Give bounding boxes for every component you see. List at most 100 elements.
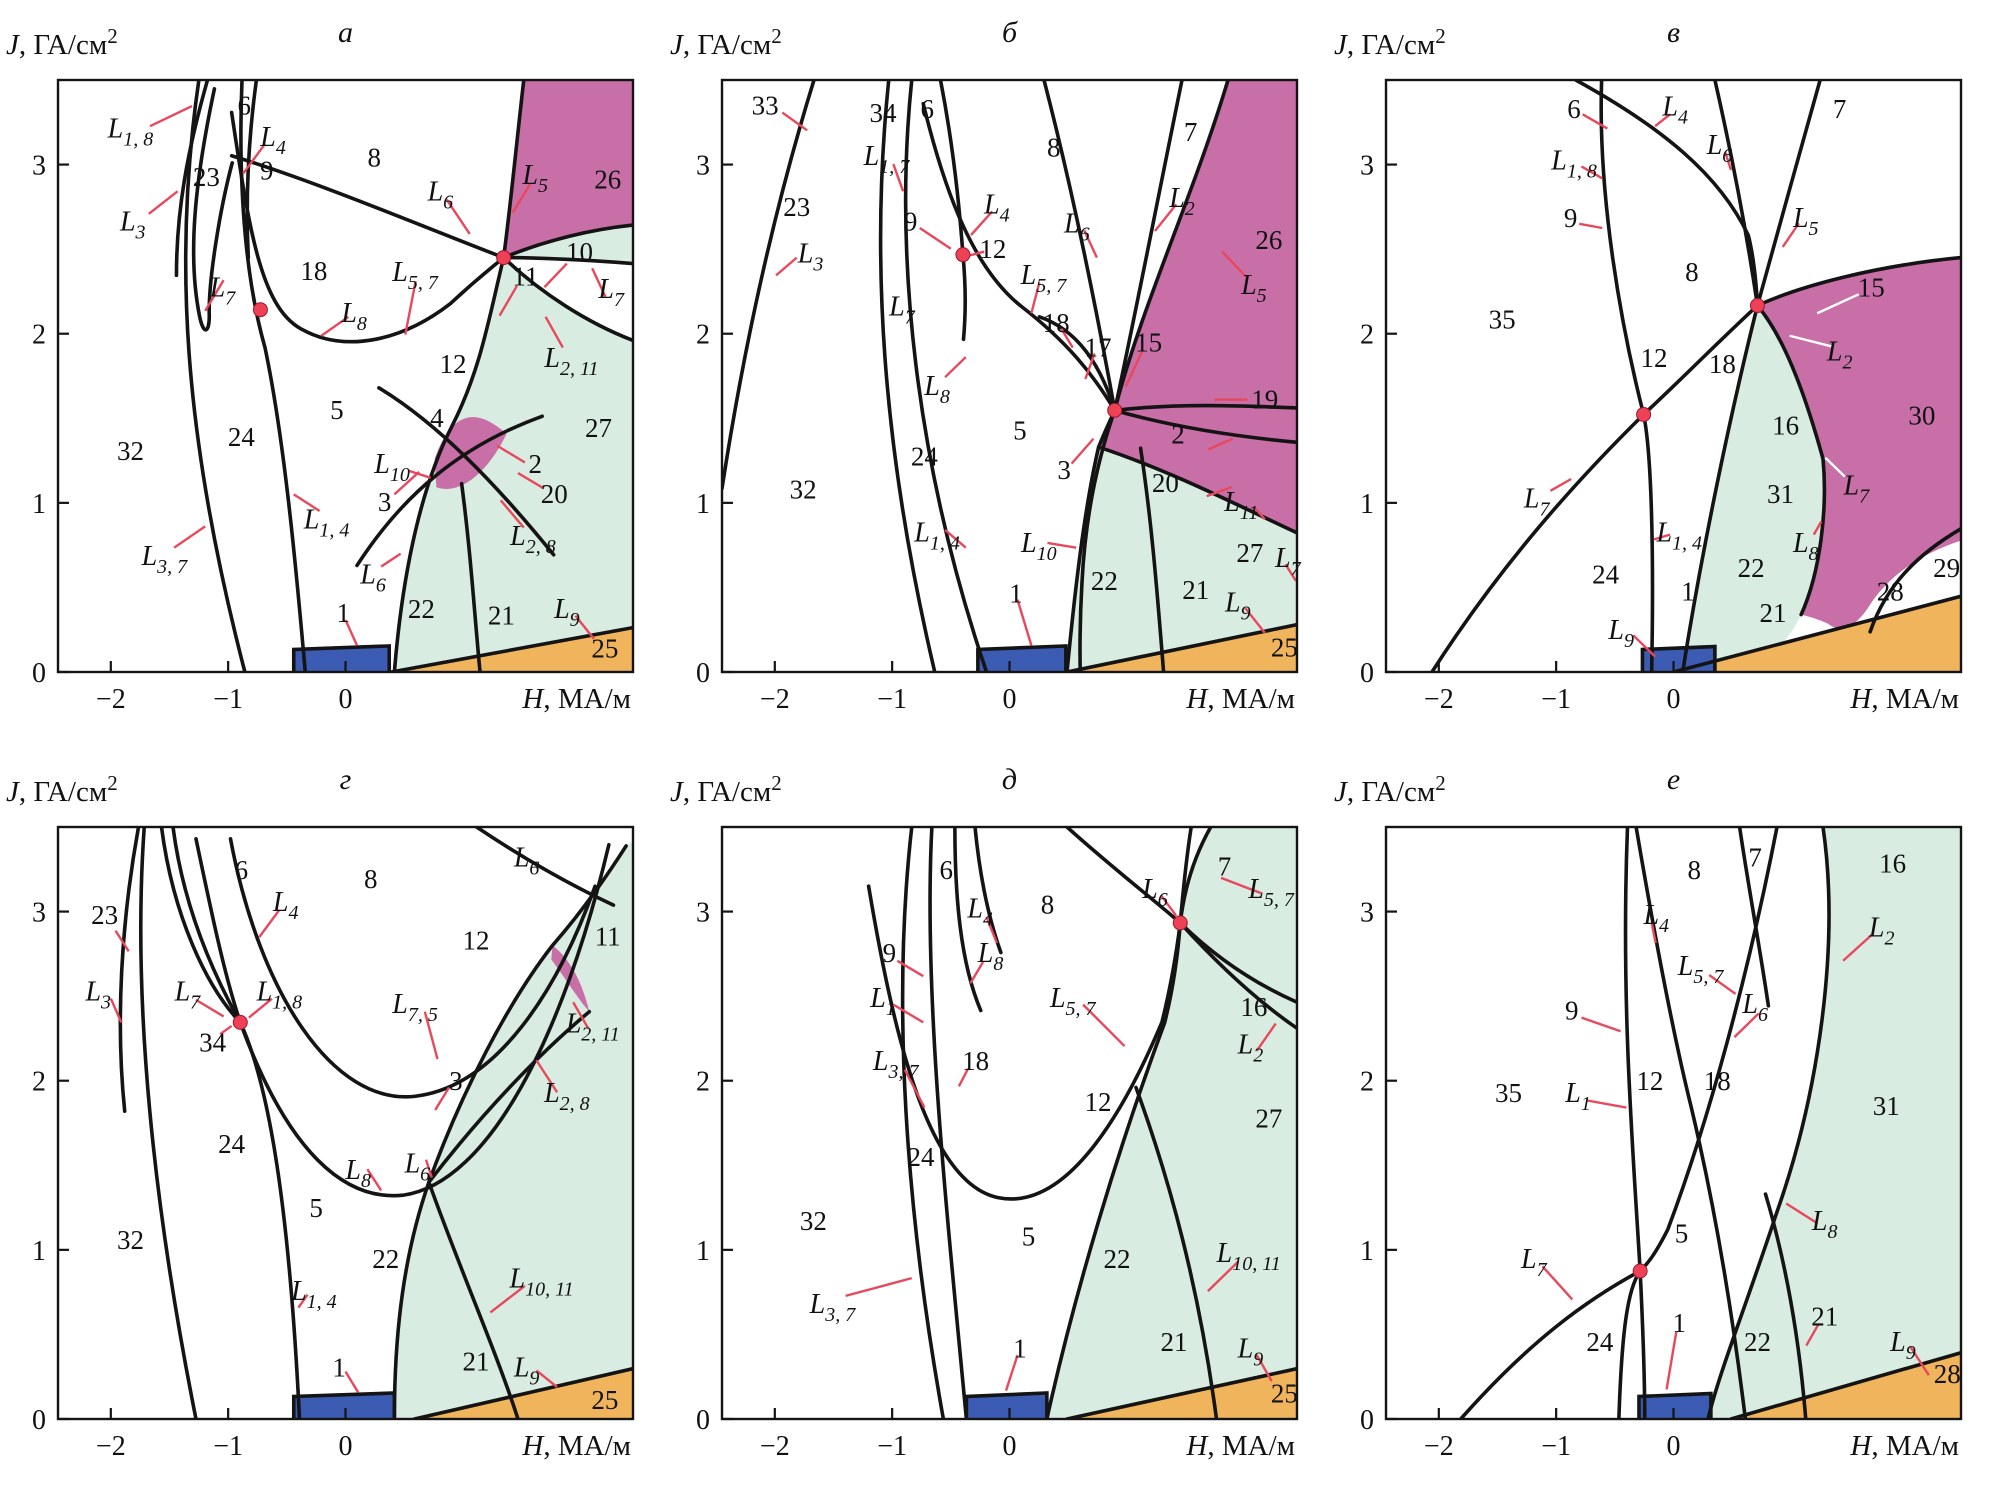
y-tick-label: 2 — [696, 1067, 710, 1098]
phase-boundary-curve — [1039, 317, 1114, 411]
x-tick-label: −1 — [213, 1431, 243, 1462]
region-label: 23 — [91, 900, 118, 930]
x-tick-label: 0 — [1667, 684, 1681, 715]
label-leader-line — [346, 1372, 359, 1393]
label-leader-line — [776, 258, 797, 276]
curve-label: L6​ — [427, 177, 454, 214]
curve-label: L2, 8​ — [543, 1078, 590, 1115]
label-leader-line — [1550, 479, 1571, 491]
curve-label: L9​ — [1224, 588, 1251, 625]
region-label: 3 — [1057, 455, 1071, 485]
phase-boundary-curve — [1067, 625, 1297, 672]
phase-boundary-curve — [162, 827, 241, 1022]
phase-boundary-curve — [504, 225, 633, 258]
y-tick-label: 3 — [696, 151, 710, 182]
region-label: 1 — [332, 1352, 346, 1382]
region-label: 22 — [408, 594, 435, 624]
critical-point — [232, 1014, 248, 1030]
y-tick-label: 3 — [696, 898, 710, 929]
label-leader-line — [1655, 114, 1670, 126]
curve-label: L10, 11​ — [509, 1264, 574, 1301]
phase-boundary-curve — [1766, 1194, 1806, 1419]
curve-label: L9​ — [1889, 1327, 1916, 1364]
region-label: 9 — [904, 206, 918, 236]
label-leader-line — [1208, 1262, 1238, 1292]
region-label: 9 — [260, 155, 274, 185]
region-label: 18 — [962, 1046, 989, 1076]
region-label: 32 — [117, 436, 144, 466]
curve-label: L4​ — [259, 122, 286, 159]
label-leader-line — [425, 1012, 438, 1059]
y-tick-label: 1 — [32, 489, 46, 520]
curve-label: L6​ — [1706, 130, 1733, 167]
region-label: 24 — [1592, 560, 1620, 590]
label-leader-line — [544, 264, 566, 288]
region-label: 21 — [1182, 575, 1209, 605]
region-fill-magenta — [1757, 257, 1961, 629]
phase-boundary-curve — [1461, 1271, 1640, 1419]
phase-boundary-curve — [1099, 447, 1297, 533]
label-leader-line — [1783, 223, 1799, 247]
critical-point — [1172, 915, 1188, 931]
curve-label: L1, 4​ — [303, 505, 350, 542]
label-leader-line — [490, 1286, 524, 1313]
label-leader-line — [1286, 564, 1296, 581]
label-leader-line — [893, 164, 903, 191]
label-leader-line — [249, 999, 272, 1018]
region-label: 6 — [921, 94, 935, 124]
region-fill-green — [1682, 305, 1825, 672]
region-label: 5 — [1013, 415, 1027, 445]
phase-boundary-curve — [504, 258, 633, 264]
curve-label: L3, 7​ — [809, 1289, 857, 1326]
phase-boundary-curve — [1757, 80, 1820, 306]
curve-label: L10, 11​ — [1216, 1238, 1281, 1275]
region-label: 1 — [336, 598, 350, 628]
x-axis-label: H, МА/м — [521, 683, 631, 715]
region-label: 18 — [300, 256, 327, 286]
region-fill-blue — [966, 1392, 1047, 1419]
region-label: 22 — [372, 1244, 399, 1274]
phase-boundary-curve — [1757, 306, 1824, 615]
region-label: 18 — [1709, 349, 1736, 379]
y-tick-label: 0 — [696, 1405, 710, 1436]
curve-label: L1, 8​ — [256, 976, 303, 1013]
x-axis-label: H, МА/м — [1185, 683, 1295, 715]
region-label: 17 — [1085, 332, 1112, 362]
curve-label: L7​ — [1523, 483, 1551, 520]
label-leader-line — [1587, 1101, 1626, 1108]
curve-label: L2​ — [1237, 1030, 1264, 1067]
curve-label: L7​ — [209, 273, 237, 310]
region-label: 8 — [1047, 132, 1061, 162]
label-leader-line — [1207, 487, 1232, 496]
label-leader-line — [1579, 224, 1602, 228]
region-label: 26 — [594, 164, 621, 194]
x-axis-label: H, МА/м — [1849, 1430, 1959, 1462]
label-leader-line — [1245, 608, 1265, 633]
region-label: 9 — [883, 938, 897, 968]
region-label: 7 — [1218, 851, 1232, 881]
label-leader-line — [116, 931, 129, 952]
y-tick-label: 1 — [696, 489, 710, 520]
x-tick-label: −2 — [1424, 684, 1454, 715]
label-leader-line — [1542, 1266, 1572, 1299]
x-tick-label: 0 — [339, 684, 353, 715]
label-leader-line — [1786, 1204, 1816, 1223]
label-leader-line — [1222, 252, 1246, 277]
region-fill-magenta — [434, 417, 507, 489]
curve-label: L8​ — [1811, 1206, 1838, 1243]
region-label: 25 — [591, 1385, 618, 1415]
curve-label: L7​ — [597, 274, 625, 311]
region-label: 31 — [1873, 1091, 1900, 1121]
region-label: 11 — [512, 261, 538, 291]
region-fill-green — [1066, 447, 1297, 673]
region-label: 12 — [440, 349, 467, 379]
curve-label: L6​ — [359, 560, 386, 597]
phase-boundary-curve — [504, 258, 633, 341]
phase-boundary-curve — [392, 628, 634, 672]
label-leader-line — [546, 317, 563, 348]
label-leader-line — [897, 961, 923, 976]
label-leader-line — [970, 962, 983, 983]
